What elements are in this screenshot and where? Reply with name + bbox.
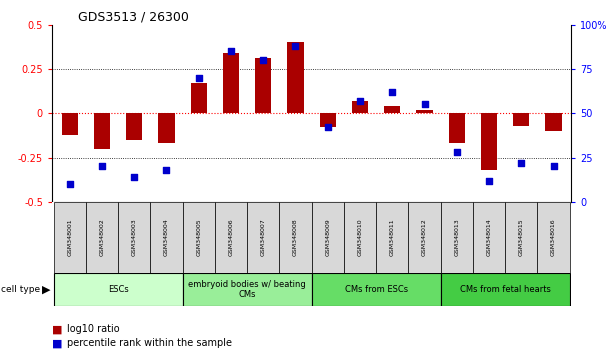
Point [97,164,107,169]
Point [387,89,397,95]
Bar [183,273,312,306]
Bar [86,202,118,273]
Point [291,43,301,49]
Bar [118,202,150,273]
Bar [473,202,505,273]
Bar [546,113,562,131]
Text: log10 ratio: log10 ratio [67,324,120,334]
Text: GSM348007: GSM348007 [261,218,266,256]
Text: percentile rank within the sample: percentile rank within the sample [67,338,232,348]
Text: GSM348016: GSM348016 [551,218,556,256]
Bar [417,110,433,113]
Text: ESCs: ESCs [108,285,128,294]
Bar [408,202,441,273]
Bar [320,113,336,127]
Bar [441,273,569,306]
Bar [62,113,78,135]
Point [130,174,139,180]
Text: GSM348008: GSM348008 [293,218,298,256]
Point [194,75,203,81]
Text: GSM348002: GSM348002 [100,218,104,256]
Point [258,57,268,63]
Text: GSM348009: GSM348009 [325,218,330,256]
Point [161,167,171,173]
Bar [312,273,441,306]
Point [65,181,75,187]
Bar [54,202,86,273]
Text: embryoid bodies w/ beating
CMs: embryoid bodies w/ beating CMs [188,280,306,299]
Text: GSM348004: GSM348004 [164,218,169,256]
Point [226,48,236,54]
Bar [279,202,312,273]
Bar [352,101,368,113]
Bar [191,83,207,113]
Bar [94,113,110,149]
Bar [247,202,279,273]
Point [516,160,526,166]
Bar [158,113,175,143]
Text: GSM348006: GSM348006 [229,218,233,256]
Text: GSM348013: GSM348013 [454,218,459,256]
Bar [54,273,183,306]
Bar [481,113,497,170]
Text: GSM348010: GSM348010 [357,218,362,256]
Text: cell type: cell type [1,285,40,294]
Text: GSM348015: GSM348015 [519,218,524,256]
Bar [183,202,215,273]
Text: GSM348003: GSM348003 [132,218,137,256]
Point [549,164,558,169]
Bar [312,202,344,273]
Text: GDS3513 / 26300: GDS3513 / 26300 [78,11,189,24]
Text: ■: ■ [52,324,62,334]
Bar [538,202,569,273]
Bar [150,202,183,273]
Point [323,125,332,130]
Bar [223,53,239,113]
Bar [215,202,247,273]
Bar [344,202,376,273]
Text: GSM348012: GSM348012 [422,218,427,256]
Text: GSM348011: GSM348011 [390,218,395,256]
Point [355,98,365,104]
Bar [376,202,408,273]
Text: ■: ■ [52,338,62,348]
Point [420,102,430,107]
Text: CMs from fetal hearts: CMs from fetal hearts [459,285,551,294]
Text: CMs from ESCs: CMs from ESCs [345,285,408,294]
Point [484,178,494,183]
Bar [513,113,529,126]
Bar [126,113,142,140]
Bar [505,202,538,273]
Text: GSM348001: GSM348001 [67,218,72,256]
Text: ▶: ▶ [42,284,50,295]
Bar [441,202,473,273]
Bar [448,113,465,143]
Bar [384,106,400,113]
Text: GSM348014: GSM348014 [486,218,491,256]
Point [452,149,462,155]
Bar [255,58,271,113]
Text: GSM348005: GSM348005 [196,218,201,256]
Bar [287,42,304,113]
